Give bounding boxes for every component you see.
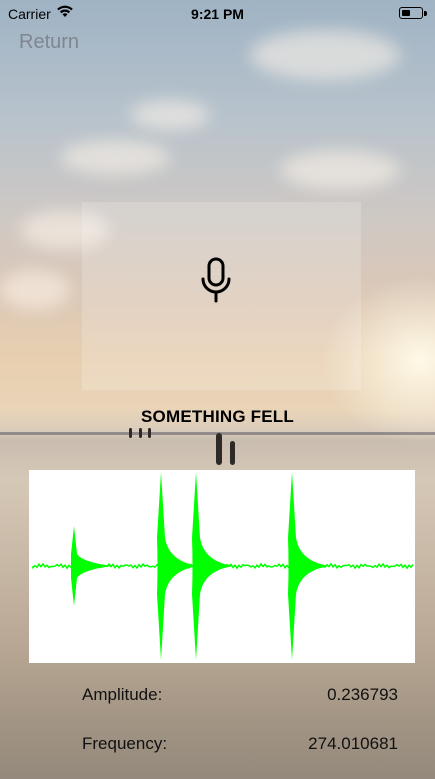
clock: 9:21 PM: [191, 6, 244, 22]
distant-figure: [139, 428, 142, 438]
cloud: [20, 210, 110, 250]
amplitude-value: 0.236793: [327, 685, 398, 704]
battery-fill: [402, 10, 410, 16]
cloud: [280, 150, 400, 190]
return-button[interactable]: Return: [19, 31, 80, 53]
battery-tip: [424, 11, 427, 16]
microphone-icon[interactable]: [199, 257, 233, 305]
cloud: [130, 100, 210, 130]
frequency-value: 274.010681: [308, 734, 398, 753]
mic-panel: [82, 202, 361, 390]
status-bar: Carrier 9:21 PM: [0, 0, 435, 28]
waveform-spike: [71, 526, 112, 606]
person-silhouette: [216, 433, 222, 465]
distant-figure: [129, 428, 132, 438]
event-message: SOMETHING FELL: [141, 407, 294, 426]
waveform-spike: [157, 472, 199, 660]
cloud: [0, 270, 70, 310]
cloud: [60, 140, 170, 175]
wifi-icon: [57, 5, 73, 17]
carrier-label: Carrier: [8, 6, 51, 22]
audio-waveform: [29, 470, 415, 663]
amplitude-label: Amplitude:: [82, 685, 163, 704]
waveform-spike: [288, 472, 330, 660]
battery-icon: [399, 7, 423, 19]
frequency-label: Frequency:: [82, 734, 168, 753]
waveform-spike: [192, 472, 234, 660]
child-silhouette: [230, 441, 235, 465]
distant-figure: [148, 428, 151, 438]
cloud: [250, 30, 400, 80]
